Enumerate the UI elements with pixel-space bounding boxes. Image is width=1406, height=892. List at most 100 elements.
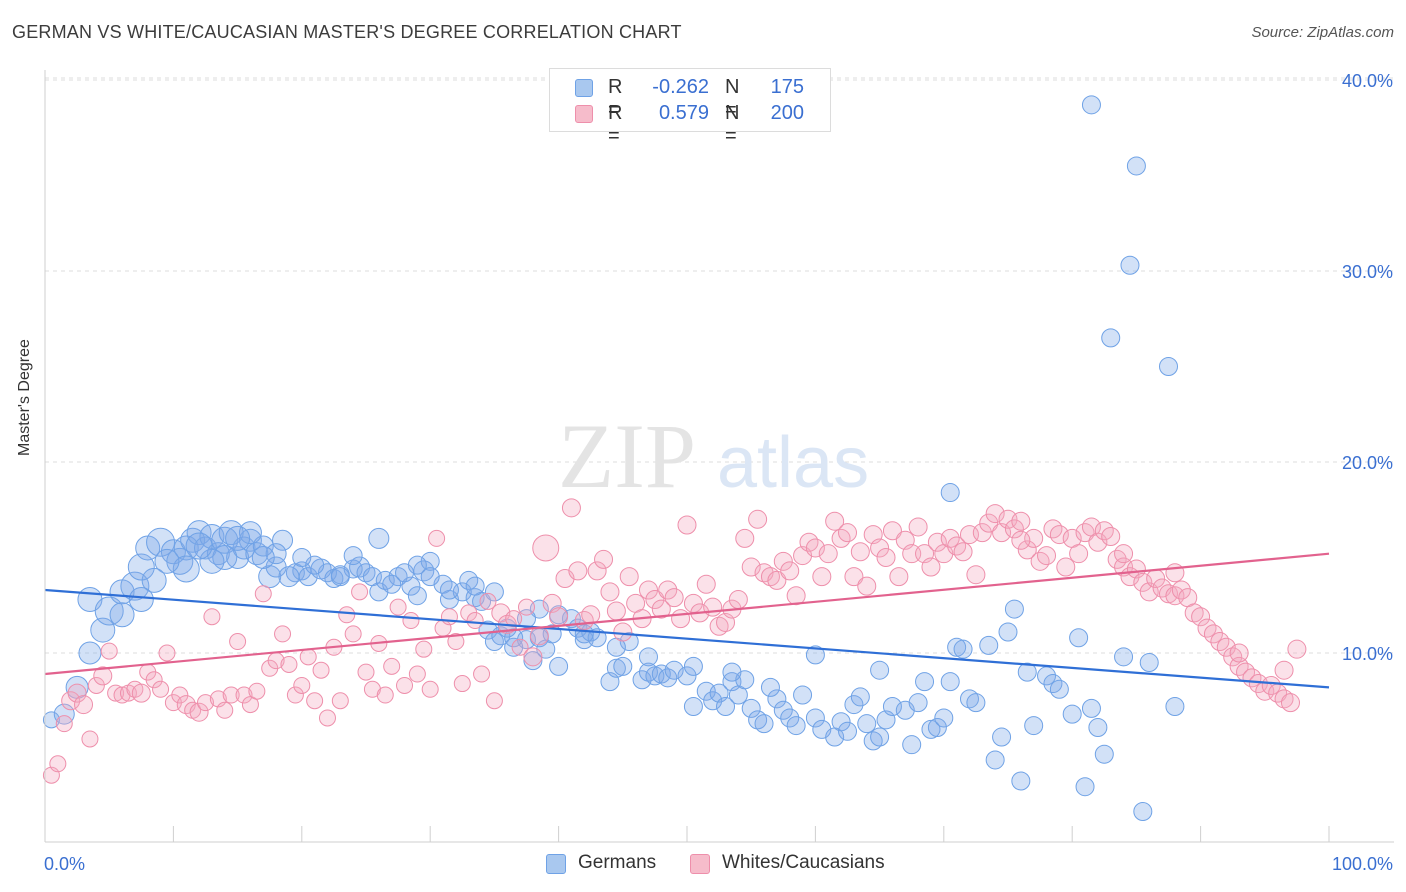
data-point [940,483,960,503]
data-point [805,708,825,728]
data-point [529,599,549,619]
data-point [1094,744,1114,764]
data-point [523,647,543,667]
y-tick-label: 30.0% [1342,262,1393,282]
data-point [1088,532,1108,552]
data-point [587,561,607,581]
data-point [78,641,102,665]
data-point [1126,156,1146,176]
y-tick-label: 20.0% [1342,453,1393,473]
data-point [1004,519,1024,539]
axes [44,70,1394,843]
data-point [81,730,99,748]
data-point [189,702,209,722]
data-point [857,714,877,734]
data-point [1216,637,1236,657]
data-point [238,528,262,552]
data-point [1274,660,1294,680]
data-point [421,680,439,698]
data-point [619,632,639,652]
data-point [357,663,375,681]
germans-legend-swatch [546,854,566,874]
watermark-zip: ZIP [558,405,696,507]
data-point [1159,357,1178,376]
data-point [773,551,793,571]
source-credit: Source: ZipAtlas.com [1251,24,1394,41]
data-point [1011,511,1031,531]
data-point [812,567,832,587]
n-value: 200 [770,102,804,124]
data-point [805,538,825,558]
r-value: -0.262 [652,76,709,98]
data-point [55,715,73,733]
data-point [368,527,390,549]
x-tick-label: 0.0% [44,854,85,874]
data-point [838,721,857,741]
data-point [979,635,999,655]
data-point [1088,717,1108,737]
data-point [786,716,806,736]
data-point [479,592,497,610]
data-point [395,563,415,583]
data-point [953,542,973,562]
data-point [171,686,189,704]
data-point [966,693,986,713]
data-point [793,685,813,705]
data-point [278,566,300,588]
data-point [61,691,81,711]
data-point [299,648,317,666]
y-tick-label: 40.0% [1342,71,1393,91]
data-point [882,696,902,716]
data-point [703,691,723,711]
data-point [998,622,1018,642]
data-point [844,567,864,587]
data-point [805,645,825,665]
data-point [152,680,170,698]
data-point [934,708,954,728]
data-point [677,515,697,535]
data-point [376,686,394,704]
data-point [172,555,200,583]
data-point [921,719,941,739]
data-point [915,672,935,692]
data-point [857,576,877,596]
data-point [908,517,928,537]
data-point [485,692,503,710]
data-point [518,598,535,616]
trend-layer [44,552,1330,689]
n-label: N = [725,76,740,121]
data-point [318,709,336,727]
data-point [825,511,845,531]
data-point [87,676,105,694]
data-point [594,549,614,569]
data-point [265,543,287,565]
data-point [1229,643,1249,663]
data-point [850,687,870,707]
data-point [658,668,678,688]
data-point [127,553,155,581]
watermark-atlas: atlas [717,423,869,503]
data-point [683,696,703,716]
data-point [581,605,601,625]
data-point [1049,679,1069,699]
data-point [940,672,960,692]
data-point [703,597,723,617]
data-point [760,677,780,697]
data-point [109,602,135,628]
data-point [1069,628,1089,648]
y-tick-label: 10.0% [1342,644,1393,664]
data-point [1101,526,1121,546]
data-point [420,551,440,571]
data-point [407,586,427,606]
data-point [1075,777,1095,797]
data-point [1139,653,1159,673]
data-point [921,557,941,577]
data-point [658,580,678,600]
data-point [927,532,947,552]
data-point [671,609,691,629]
data-point [985,504,1005,524]
trend-line-whites [44,552,1330,676]
data-point [473,665,491,683]
data-point [1133,572,1153,592]
data-point [107,684,125,702]
